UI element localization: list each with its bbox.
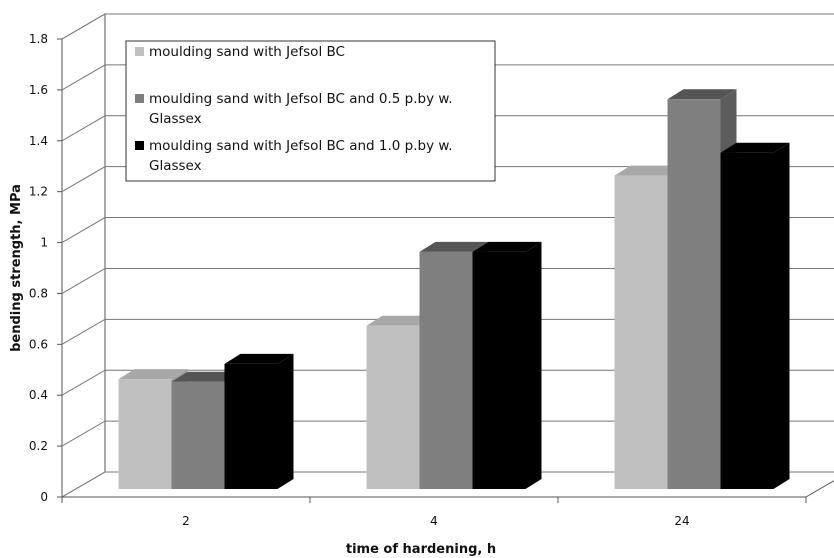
bar-top xyxy=(614,165,684,176)
bar-side xyxy=(277,353,294,489)
y-tick-label: 1.6 xyxy=(29,83,48,97)
bar-top xyxy=(472,241,542,252)
gridline xyxy=(61,471,834,498)
y-tick-label: 0.8 xyxy=(29,286,48,300)
gridline xyxy=(61,13,834,40)
legend-swatch xyxy=(135,94,144,103)
bar-top xyxy=(720,142,790,153)
gridline xyxy=(61,267,834,294)
gridline xyxy=(61,420,834,447)
bar-front xyxy=(419,251,473,489)
y-axis-title: bending strength, MPa xyxy=(9,184,24,352)
bar-front xyxy=(118,379,172,489)
x-tick-label: 4 xyxy=(430,514,438,528)
y-tick-label: 0.6 xyxy=(29,337,48,351)
bar xyxy=(472,241,542,489)
x-tick-label: 2 xyxy=(182,514,190,528)
gridline xyxy=(61,166,834,193)
bar-front xyxy=(366,325,420,489)
bar-series-group xyxy=(118,89,790,490)
legend-swatch xyxy=(135,47,144,56)
legend-box xyxy=(125,40,496,182)
bar-front xyxy=(667,99,721,489)
bar-top xyxy=(171,371,241,382)
y-tick-labels: 0 0.2 0.4 0.6 0.8 1 1.2 1.4 1.6 1.8 xyxy=(29,32,62,504)
bar-top xyxy=(667,89,737,100)
y-tick-label: 0 xyxy=(40,490,48,504)
gridline xyxy=(61,318,834,345)
bar-front xyxy=(224,363,278,489)
bar-side xyxy=(525,241,542,489)
x-axis-title: time of hardening, h xyxy=(346,542,496,557)
y-tick-label: 1.2 xyxy=(29,185,48,199)
bar-top xyxy=(118,369,188,380)
bar-side xyxy=(773,142,790,489)
y-tick-label: 1 xyxy=(40,236,48,250)
legend-label: Glassex xyxy=(149,158,202,174)
bar xyxy=(720,142,790,489)
legend: moulding sand with Jefsol BC moulding san… xyxy=(125,40,496,182)
legend-swatch xyxy=(135,141,144,150)
gridlines xyxy=(61,13,834,498)
legend-item: moulding sand with Jefsol BC xyxy=(135,44,345,60)
y-tick-label: 1.4 xyxy=(29,134,48,148)
x-tick-labels: 2 4 24 xyxy=(61,497,807,528)
y-tick-label: 0.2 xyxy=(29,439,48,453)
x-tick-label: 24 xyxy=(674,514,689,528)
legend-label: moulding sand with Jefsol BC and 1.0 p.b… xyxy=(149,138,452,154)
bar-top xyxy=(419,241,489,252)
legend-label: moulding sand with Jefsol BC and 0.5 p.b… xyxy=(149,91,452,107)
gridline xyxy=(61,369,834,396)
legend-label: moulding sand with Jefsol BC xyxy=(149,44,345,60)
gridline xyxy=(61,217,834,243)
y-tick-label: 0.4 xyxy=(29,388,48,402)
y-tick-label: 1.8 xyxy=(29,32,48,46)
gridline xyxy=(61,115,834,142)
bar-front xyxy=(720,152,774,489)
legend-item: moulding sand with Jefsol BC and 0.5 p.b… xyxy=(135,91,452,127)
gridline xyxy=(61,64,834,91)
floor-right-edge xyxy=(805,480,834,498)
bar-front xyxy=(472,251,526,489)
bar-top xyxy=(224,353,294,364)
bar-front xyxy=(614,175,668,490)
legend-item: moulding sand with Jefsol BC and 1.0 p.b… xyxy=(135,138,452,174)
bar-front xyxy=(171,381,225,489)
bar-top xyxy=(366,315,436,326)
legend-label: Glassex xyxy=(149,111,202,127)
bar xyxy=(224,353,294,489)
